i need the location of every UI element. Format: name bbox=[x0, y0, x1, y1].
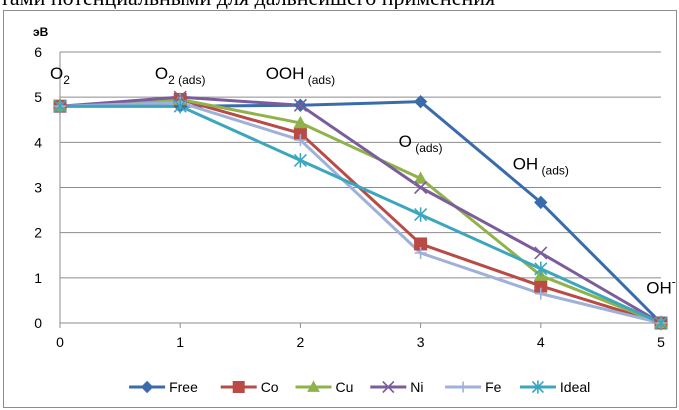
y-tick-label: 5 bbox=[34, 89, 42, 105]
legend-item-fe: Fe bbox=[445, 379, 502, 395]
data-point-fe bbox=[294, 134, 307, 147]
chart-frame bbox=[3, 10, 677, 408]
y-tick-label: 2 bbox=[34, 225, 42, 241]
series-markers bbox=[53, 90, 668, 331]
data-point-cu bbox=[293, 115, 308, 129]
series-line-free bbox=[60, 100, 663, 325]
annotation-label: O2 bbox=[50, 64, 70, 87]
annotation-label: OH- bbox=[646, 275, 676, 298]
annotations: O2 O2 (ads) OOH (ads) O (ads) OH (ads) OH- bbox=[50, 64, 676, 298]
legend-label: Free bbox=[169, 379, 198, 395]
x-tick-label: 2 bbox=[297, 334, 305, 350]
legend-item-ideal: Ideal bbox=[519, 379, 590, 395]
legend-marker bbox=[382, 380, 395, 394]
data-point-ideal bbox=[534, 261, 548, 276]
y-tick-label: 6 bbox=[34, 44, 42, 60]
series-line-co bbox=[59, 97, 662, 325]
y-axis-label: эВ bbox=[33, 25, 49, 39]
y-tick-label: 4 bbox=[34, 134, 42, 150]
annotation-label: OOH (ads) bbox=[266, 64, 335, 87]
legend: Free Co Cu Ni Fe Ideal bbox=[129, 379, 590, 395]
axes bbox=[59, 52, 662, 328]
data-point-ideal bbox=[173, 99, 187, 114]
data-point-ni bbox=[293, 98, 307, 112]
annotation-label: O2 (ads) bbox=[155, 64, 206, 87]
legend-marker bbox=[457, 381, 469, 393]
legend-marker bbox=[140, 380, 154, 394]
legend-marker bbox=[307, 380, 320, 392]
y-tick-label: 1 bbox=[34, 270, 42, 286]
data-point-fe bbox=[414, 246, 427, 259]
data-point-ni bbox=[534, 246, 548, 260]
annotation-label: O (ads) bbox=[399, 132, 443, 155]
data-point-ideal bbox=[53, 99, 67, 114]
legend-label: Cu bbox=[336, 379, 354, 395]
cropped-top-text: тами потенциальными для дальнейшего прим… bbox=[0, 0, 679, 9]
series-line-fe bbox=[59, 101, 662, 325]
annotation-label: OH (ads) bbox=[513, 154, 569, 177]
legend-item-co: Co bbox=[220, 379, 279, 395]
x-tick-label: 1 bbox=[176, 334, 184, 350]
data-point-ideal bbox=[293, 153, 307, 168]
data-point-ideal bbox=[414, 207, 428, 222]
y-tick-label: 0 bbox=[34, 315, 42, 331]
legend-label: Ideal bbox=[560, 379, 590, 395]
series-lines bbox=[59, 95, 663, 325]
legend-item-free: Free bbox=[129, 379, 198, 395]
legend-item-ni: Ni bbox=[370, 379, 424, 395]
legend-label: Ni bbox=[410, 379, 423, 395]
legend-marker bbox=[232, 381, 245, 393]
data-point-fe bbox=[534, 287, 547, 300]
x-tick-label: 3 bbox=[417, 334, 425, 350]
legend-label: Fe bbox=[485, 379, 502, 395]
x-tick-label: 4 bbox=[537, 334, 545, 350]
series-line-ideal bbox=[60, 104, 662, 325]
legend-marker bbox=[531, 380, 544, 394]
y-tick-label: 3 bbox=[34, 180, 42, 196]
data-point-ni bbox=[414, 180, 428, 195]
data-point-ideal bbox=[654, 315, 668, 331]
x-tick-label: 5 bbox=[657, 334, 665, 350]
data-point-free bbox=[534, 195, 548, 210]
gridlines bbox=[60, 51, 661, 279]
data-point-cu bbox=[413, 171, 428, 184]
tick-labels: 0 1 2 3 4 5 6 0 1 2 3 4 5 bbox=[34, 44, 665, 350]
x-tick-label: 0 bbox=[56, 334, 64, 350]
legend-item-cu: Cu bbox=[295, 379, 354, 395]
series-line-ni bbox=[59, 95, 662, 325]
legend-label: Co bbox=[261, 379, 279, 395]
data-point-free bbox=[413, 94, 428, 109]
series-line-cu bbox=[59, 97, 662, 325]
